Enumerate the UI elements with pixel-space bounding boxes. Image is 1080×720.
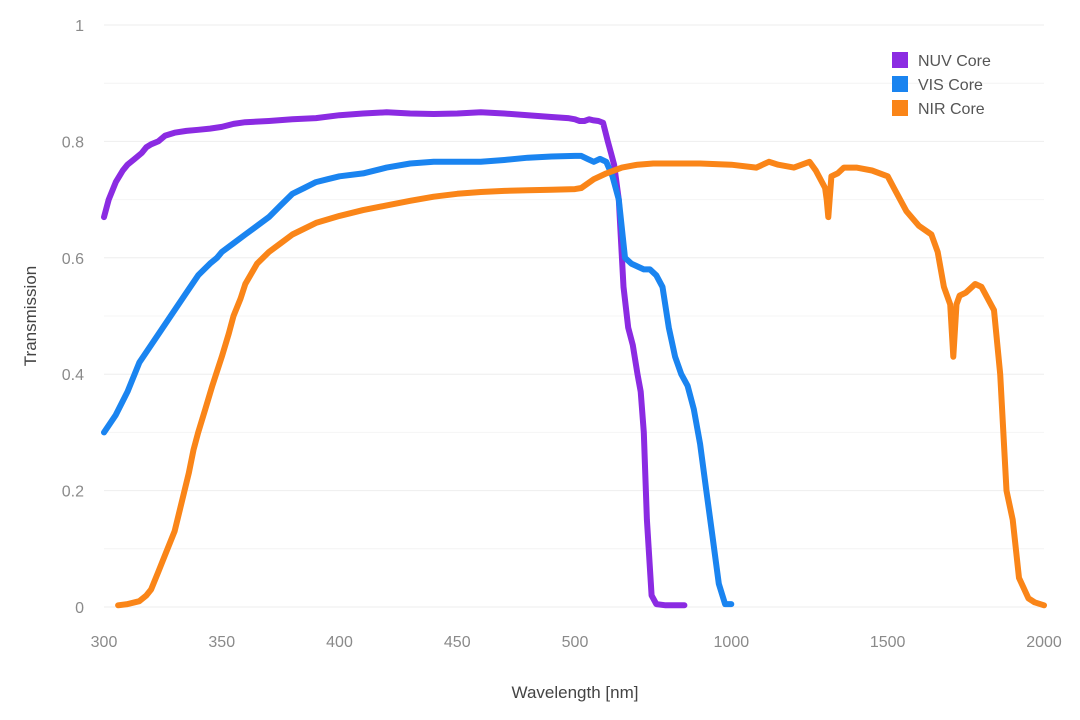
legend: NUV Core VIS Core NIR Core xyxy=(892,52,991,118)
x-tick-label-2: 400 xyxy=(326,634,353,651)
x-tick-label-3: 450 xyxy=(444,634,471,651)
y-tick-label-3: 0.6 xyxy=(62,251,84,268)
legend-swatch-1 xyxy=(892,76,908,92)
y-tick-label-5: 1 xyxy=(75,18,84,35)
series-lines xyxy=(101,109,1047,609)
y-tick-label-1: 0.2 xyxy=(62,484,84,501)
x-tick-label-0: 300 xyxy=(91,634,118,651)
x-tick-label-7: 2000 xyxy=(1026,634,1062,651)
x-tick-label-4: 500 xyxy=(562,634,589,651)
legend-label-1: VIS Core xyxy=(918,77,983,94)
y-tick-label-2: 0.4 xyxy=(62,367,84,384)
x-tick-label-6: 1500 xyxy=(870,634,906,651)
legend-swatch-2 xyxy=(892,100,908,116)
series-line-vis-core xyxy=(101,152,735,608)
x-tick-label-5: 1000 xyxy=(714,634,750,651)
y-tick-label-4: 0.8 xyxy=(62,134,84,151)
x-tick-label-1: 350 xyxy=(208,634,235,651)
y-axis-ticks: 0 0.2 0.4 0.6 0.8 1 xyxy=(62,18,84,617)
x-axis-ticks: 300 350 400 450 500 1000 1500 2000 xyxy=(91,634,1062,651)
grid xyxy=(104,24,1044,608)
legend-label-2: NIR Core xyxy=(918,101,985,118)
legend-label-0: NUV Core xyxy=(918,53,991,70)
series-line-nuv-core xyxy=(101,109,688,609)
legend-swatch-0 xyxy=(892,52,908,68)
y-axis-title: Transmission xyxy=(21,266,40,366)
y-tick-label-0: 0 xyxy=(75,600,84,617)
series-line-nir-core xyxy=(115,158,1047,609)
x-axis-title: Wavelength [nm] xyxy=(512,683,639,702)
